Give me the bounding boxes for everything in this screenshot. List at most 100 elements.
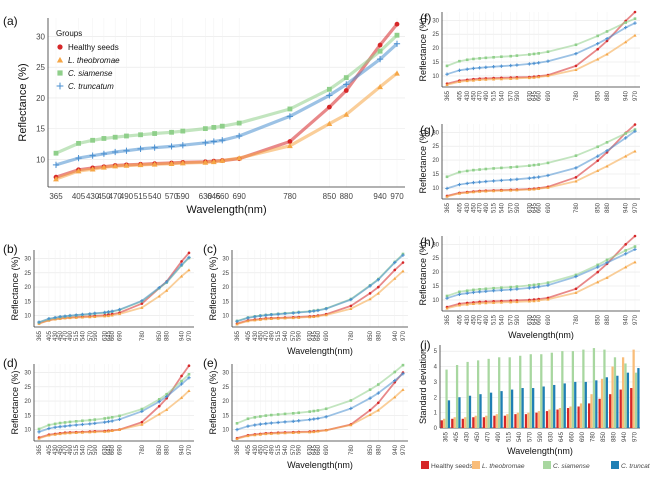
y-tick-label: 10 [36, 155, 45, 164]
data-point [258, 318, 262, 321]
data-point [264, 317, 268, 321]
data-point [633, 149, 637, 153]
x-tick-label: 660 [537, 90, 543, 101]
data-point [253, 433, 257, 437]
x-tick-label: 880 [605, 90, 611, 101]
data-point [457, 80, 461, 83]
data-point [633, 21, 637, 25]
series-line [55, 34, 399, 155]
data-point [465, 191, 469, 194]
y-axis-label: Reflectance (%) [208, 256, 218, 320]
x-tick-label: 540 [283, 330, 289, 341]
bar [447, 400, 451, 428]
data-point [88, 422, 92, 426]
x-tick-label: 570 [88, 444, 94, 455]
bar [632, 349, 635, 428]
data-point [527, 187, 531, 191]
x-tick-label: 970 [187, 330, 193, 341]
data-point [74, 431, 78, 434]
data-point [623, 25, 628, 30]
data-point [401, 363, 405, 367]
data-point [112, 148, 119, 156]
data-point [633, 129, 637, 133]
data-point [151, 144, 158, 151]
data-point [316, 308, 320, 313]
data-point [596, 154, 600, 158]
x-tick-label: 970 [390, 192, 404, 201]
panel-label: (d) [3, 356, 18, 370]
data-point [235, 427, 239, 432]
x-tick-label: 470 [478, 202, 484, 213]
data-point [471, 66, 476, 71]
data-point [458, 290, 461, 294]
x-tick-label: 690 [546, 314, 552, 325]
data-point [118, 414, 121, 418]
data-point [187, 255, 191, 260]
data-point [536, 285, 541, 289]
data-point [68, 313, 72, 318]
data-point [528, 53, 531, 56]
data-point [445, 175, 449, 179]
data-point [88, 430, 92, 434]
data-point [546, 173, 550, 178]
data-point [527, 76, 531, 80]
data-point [532, 283, 536, 287]
data-point [103, 314, 107, 318]
y-tick-label: 15 [24, 413, 31, 419]
bar [458, 397, 461, 428]
data-point [546, 161, 550, 165]
data-point [202, 126, 208, 132]
y-tick-label: 30 [24, 371, 31, 377]
data-point [269, 413, 273, 417]
bar [548, 409, 551, 428]
data-point [393, 370, 397, 374]
x-tick-label: 690 [546, 202, 552, 213]
legend-label: Healthy seeds [431, 463, 473, 470]
data-point [297, 430, 301, 434]
data-point [499, 77, 503, 81]
x-tick-label: 430 [465, 90, 471, 101]
x-tick-label: 690 [118, 330, 124, 341]
bar [571, 351, 575, 428]
data-point [492, 77, 496, 81]
data-point [596, 280, 600, 284]
data-point [157, 285, 161, 290]
x-tick-label: 450 [471, 314, 477, 325]
data-point [137, 161, 144, 168]
data-point [324, 428, 328, 432]
data-point [457, 303, 461, 307]
legend-marker [56, 56, 64, 63]
x-tick-label: 940 [373, 192, 387, 201]
bar [476, 360, 480, 428]
data-point [112, 134, 118, 140]
data-point [101, 164, 107, 170]
data-point [53, 176, 59, 182]
data-point [394, 21, 400, 27]
data-point [264, 421, 268, 426]
x-tick-label: 590 [297, 330, 303, 341]
data-point [376, 291, 380, 295]
data-point [80, 422, 85, 427]
x-tick-label: 645 [532, 314, 538, 325]
data-point [349, 307, 353, 310]
data-point [465, 289, 469, 293]
data-point [574, 287, 578, 291]
x-tick-label: 515 [492, 90, 498, 101]
bar [550, 352, 553, 428]
data-point [68, 431, 72, 435]
x-tick-label: 470 [264, 330, 270, 341]
data-point [515, 287, 519, 291]
data-point [537, 52, 540, 55]
data-point [596, 169, 600, 172]
data-point [484, 56, 488, 60]
data-point [492, 55, 495, 59]
data-point [528, 284, 531, 287]
data-point [110, 313, 114, 317]
x-tick-label: 630 [103, 330, 109, 341]
data-point [477, 290, 482, 294]
bar [613, 357, 617, 428]
data-point [253, 423, 257, 427]
data-point [368, 284, 372, 288]
data-point [478, 189, 482, 193]
x-tick-label: 630 [308, 330, 314, 341]
